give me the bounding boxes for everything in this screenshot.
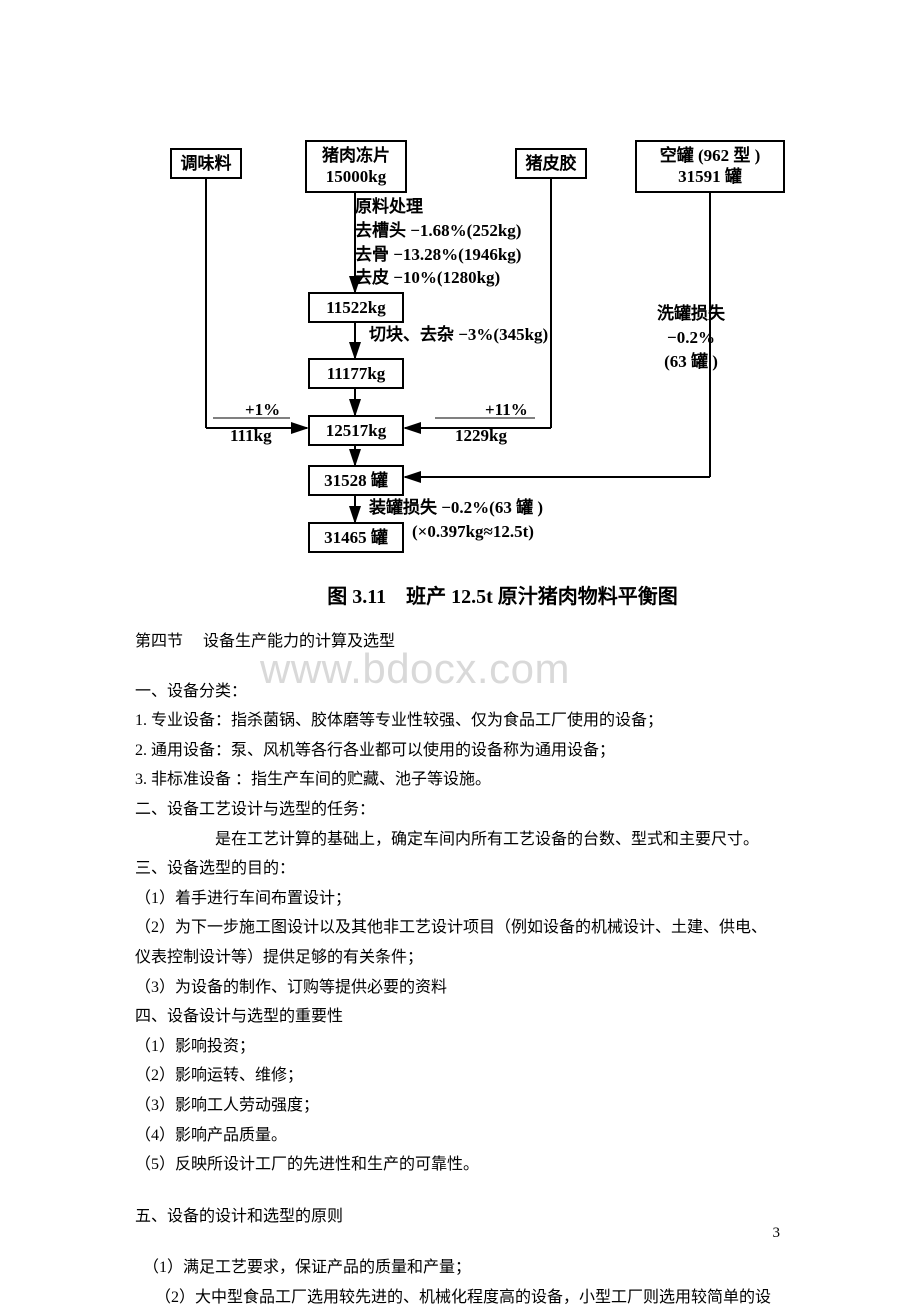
box-pigskin: 猪皮胶 [515,148,587,179]
box-empty-can: 空罐 (962 型 ) 31591 罐 [635,140,785,193]
para-14: （2）影响运转、维修； [135,1061,790,1091]
body-text: 第四节 设备生产能力的计算及选型 一、设备分类： 1. 专业设备：指杀菌锅、胶体… [135,627,790,1312]
para-2: 1. 专业设备：指杀菌锅、胶体磨等专业性较强、仅为食品工厂使用的设备； [135,706,790,736]
box-12517kg: 12517kg [308,415,404,446]
para-10: 仪表控制设计等）提供足够的有关条件； [135,943,790,973]
label-1229kg: 1229kg [455,424,507,448]
para-9: （2）为下一步施工图设计以及其他非工艺设计项目（例如设备的机械设计、土建、供电、 [135,913,790,943]
label-cut-remove: 切块、去杂 −3%(345kg) [369,323,548,347]
para-11: （3）为设备的制作、订购等提供必要的资料 [135,973,790,1003]
label-plus-1pct: +1% [245,398,280,422]
para-7: 三、设备选型的目的： [135,854,790,884]
page-number: 3 [773,1225,781,1242]
box-pork-slice: 猪肉冻片 15000kg [305,140,407,193]
para-15: （3）影响工人劳动强度； [135,1091,790,1121]
para-5: 二、设备工艺设计与选型的任务： [135,795,790,825]
para-20: （2）大中型食品工厂选用较先进的、机械化程度高的设备，小型工厂则选用较简单的设 [135,1283,790,1312]
para-1: 一、设备分类： [135,677,790,707]
label-wash-loss: 洗罐损失 −0.2% (63 罐 ) [657,302,725,373]
box-11522kg: 11522kg [308,292,404,323]
section-title: 第四节 设备生产能力的计算及选型 [135,627,790,657]
para-8: （1）着手进行车间布置设计； [135,884,790,914]
label-plus-11pct: +11% [485,398,528,422]
para-6: 是在工艺计算的基础上，确定车间内所有工艺设备的台数、型式和主要尺寸。 [135,825,790,855]
label-calc: (×0.397kg≈12.5t) [412,520,534,544]
box-31528can: 31528 罐 [308,465,404,496]
box-seasoning: 调味料 [170,148,242,179]
para-19: （1）满足工艺要求，保证产品的质量和产量； [135,1253,790,1283]
para-3: 2. 通用设备：泵、风机等各行各业都可以使用的设备称为通用设备； [135,736,790,766]
box-11177kg: 11177kg [308,358,404,389]
label-111kg: 111kg [230,424,272,448]
para-4: 3. 非标准设备 ：指生产车间的贮藏、池子等设施。 [135,765,790,795]
figure-caption: 图 3.11 班产 12.5t 原汁猪肉物料平衡图 [215,580,790,609]
para-17: （5）反映所设计工厂的先进性和生产的可靠性。 [135,1150,790,1180]
label-can-loss: 装罐损失 −0.2%(63 罐 ) [369,496,543,520]
box-31465can: 31465 罐 [308,522,404,553]
para-12: 四、设备设计与选型的重要性 [135,1002,790,1032]
para-16: （4）影响产品质量。 [135,1121,790,1151]
para-18: 五、设备的设计和选型的原则 [135,1202,790,1232]
label-material-process: 原料处理 去槽头 −1.68%(252kg) 去骨 −13.28%(1946kg… [355,195,521,290]
page-content: 调味料 猪肉冻片 15000kg 猪皮胶 空罐 (962 型 ) 31591 罐… [135,140,790,1312]
material-balance-flowchart: 调味料 猪肉冻片 15000kg 猪皮胶 空罐 (962 型 ) 31591 罐… [165,140,805,560]
para-13: （1）影响投资； [135,1032,790,1062]
